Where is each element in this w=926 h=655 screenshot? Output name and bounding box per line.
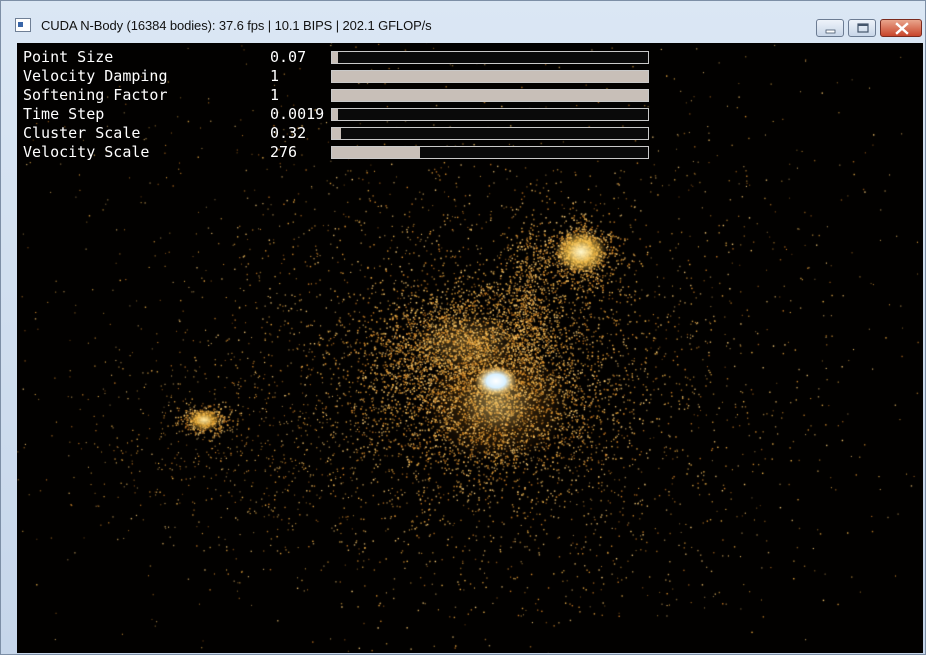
softening-factor-slider[interactable] bbox=[331, 89, 649, 102]
param-label: Velocity Scale bbox=[23, 143, 150, 161]
maximize-icon bbox=[857, 23, 869, 33]
velocity-scale-slider[interactable] bbox=[331, 146, 649, 159]
param-label: Softening Factor bbox=[23, 86, 168, 104]
param-value: 1 bbox=[270, 86, 280, 104]
app-icon[interactable] bbox=[15, 18, 31, 32]
minimize-icon bbox=[825, 29, 836, 34]
time-step-slider[interactable] bbox=[331, 108, 649, 121]
param-value: 0.0019 bbox=[270, 105, 325, 123]
minimize-button[interactable] bbox=[816, 19, 844, 37]
simulation-viewport[interactable]: Point Size 0.07 Velocity Damping 1 Softe… bbox=[17, 43, 923, 653]
param-value: 276 bbox=[270, 143, 298, 161]
window-title: CUDA N-Body (16384 bodies): 37.6 fps | 1… bbox=[41, 18, 432, 33]
param-value: 1 bbox=[270, 67, 280, 85]
close-button[interactable] bbox=[880, 19, 922, 37]
maximize-button[interactable] bbox=[848, 19, 876, 37]
param-label: Cluster Scale bbox=[23, 124, 141, 142]
close-icon bbox=[895, 22, 909, 35]
cluster-scale-slider[interactable] bbox=[331, 127, 649, 140]
param-label: Velocity Damping bbox=[23, 67, 168, 85]
param-value: 0.07 bbox=[270, 48, 307, 66]
title-bar[interactable]: CUDA N-Body (16384 bodies): 37.6 fps | 1… bbox=[1, 1, 925, 41]
velocity-damping-slider[interactable] bbox=[331, 70, 649, 83]
param-value: 0.32 bbox=[270, 124, 307, 142]
param-label: Time Step bbox=[23, 105, 105, 123]
param-label: Point Size bbox=[23, 48, 114, 66]
point-size-slider[interactable] bbox=[331, 51, 649, 64]
